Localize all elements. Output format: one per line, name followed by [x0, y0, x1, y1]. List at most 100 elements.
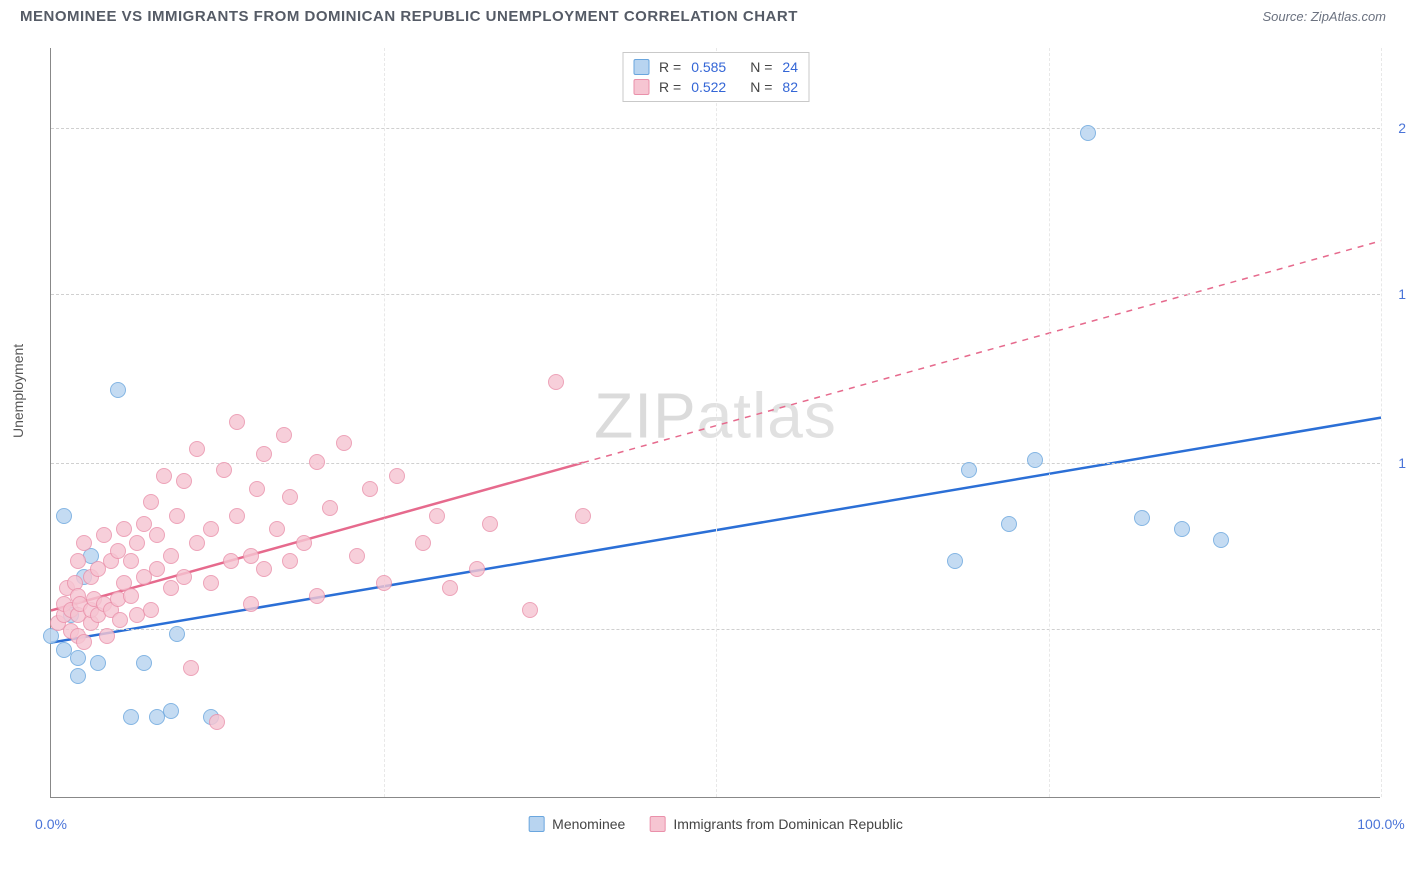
scatter-chart: ZIPatlas 6.3%12.5%18.8%25.0%0.0%100.0%R … [50, 48, 1380, 798]
data-point [522, 602, 538, 618]
legend-n-label: N = [750, 59, 772, 75]
data-point [143, 494, 159, 510]
legend-item: Menominee [528, 816, 625, 832]
data-point [70, 553, 86, 569]
data-point [548, 374, 564, 390]
data-point [336, 435, 352, 451]
data-point [116, 521, 132, 537]
data-point [309, 454, 325, 470]
data-point [163, 580, 179, 596]
data-point [99, 628, 115, 644]
data-point [169, 508, 185, 524]
data-point [56, 508, 72, 524]
legend-item: Immigrants from Dominican Republic [649, 816, 903, 832]
y-tick-label: 12.5% [1398, 455, 1406, 471]
legend-r-value: 0.522 [691, 79, 726, 95]
legend-row: R = 0.522 N = 82 [633, 77, 798, 97]
data-point [129, 535, 145, 551]
data-point [296, 535, 312, 551]
data-point [389, 468, 405, 484]
data-point [1027, 452, 1043, 468]
data-point [112, 612, 128, 628]
data-point [96, 527, 112, 543]
legend-label: Menominee [552, 816, 625, 832]
data-point [70, 668, 86, 684]
data-point [123, 588, 139, 604]
data-point [203, 575, 219, 591]
correlation-legend: R = 0.585 N = 24 R = 0.522 N = 82 [622, 52, 809, 102]
data-point [1134, 510, 1150, 526]
data-point [149, 527, 165, 543]
data-point [136, 655, 152, 671]
data-point [163, 548, 179, 564]
legend-swatch [649, 816, 665, 832]
gridline [716, 48, 717, 797]
data-point [189, 535, 205, 551]
data-point [143, 602, 159, 618]
y-tick-label: 18.8% [1398, 286, 1406, 302]
data-point [123, 709, 139, 725]
data-point [229, 508, 245, 524]
data-point [376, 575, 392, 591]
data-point [575, 508, 591, 524]
data-point [482, 516, 498, 532]
data-point [223, 553, 239, 569]
data-point [243, 596, 259, 612]
gridline [1049, 48, 1050, 797]
data-point [183, 660, 199, 676]
x-tick-label: 0.0% [35, 816, 67, 832]
chart-title: MENOMINEE VS IMMIGRANTS FROM DOMINICAN R… [20, 8, 798, 25]
data-point [156, 468, 172, 484]
data-point [203, 521, 219, 537]
legend-n-label: N = [750, 79, 772, 95]
data-point [282, 489, 298, 505]
legend-row: R = 0.585 N = 24 [633, 57, 798, 77]
chart-header: MENOMINEE VS IMMIGRANTS FROM DOMINICAN R… [0, 0, 1406, 29]
data-point [1213, 532, 1229, 548]
legend-swatch [528, 816, 544, 832]
data-point [269, 521, 285, 537]
legend-r-label: R = [659, 79, 681, 95]
legend-swatch [633, 59, 649, 75]
legend-r-value: 0.585 [691, 59, 726, 75]
data-point [229, 414, 245, 430]
data-point [429, 508, 445, 524]
legend-n-value: 24 [782, 59, 798, 75]
data-point [243, 548, 259, 564]
data-point [415, 535, 431, 551]
data-point [70, 650, 86, 666]
gridline [384, 48, 385, 797]
data-point [163, 703, 179, 719]
data-point [256, 561, 272, 577]
data-point [149, 561, 165, 577]
data-point [349, 548, 365, 564]
data-point [169, 626, 185, 642]
data-point [1080, 125, 1096, 141]
data-point [282, 553, 298, 569]
data-point [76, 634, 92, 650]
gridline [1381, 48, 1382, 797]
data-point [256, 446, 272, 462]
series-legend: Menominee Immigrants from Dominican Repub… [528, 816, 903, 832]
data-point [209, 714, 225, 730]
legend-label: Immigrants from Dominican Republic [673, 816, 903, 832]
data-point [123, 553, 139, 569]
data-point [362, 481, 378, 497]
legend-r-label: R = [659, 59, 681, 75]
data-point [90, 655, 106, 671]
data-point [442, 580, 458, 596]
data-point [249, 481, 265, 497]
data-point [309, 588, 325, 604]
data-point [176, 569, 192, 585]
data-point [176, 473, 192, 489]
data-point [189, 441, 205, 457]
legend-swatch [633, 79, 649, 95]
data-point [216, 462, 232, 478]
data-point [961, 462, 977, 478]
y-tick-label: 25.0% [1398, 120, 1406, 136]
data-point [1001, 516, 1017, 532]
y-axis-label: Unemployment [10, 344, 26, 438]
data-point [1174, 521, 1190, 537]
legend-n-value: 82 [782, 79, 798, 95]
data-point [110, 382, 126, 398]
